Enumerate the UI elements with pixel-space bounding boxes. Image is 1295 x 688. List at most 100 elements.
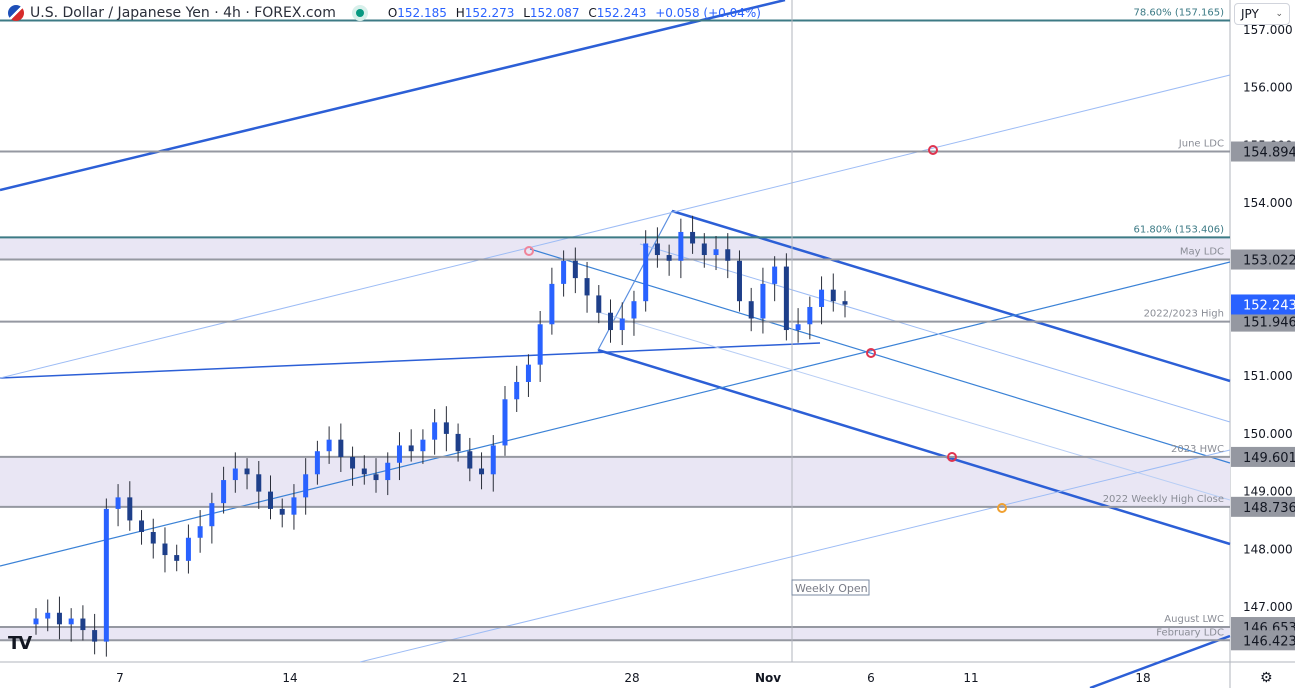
level-label: February LDC	[1156, 627, 1224, 638]
level-price-text: 151.946	[1243, 316, 1295, 331]
level-price-text: 153.022	[1243, 254, 1295, 269]
candle	[455, 433, 461, 452]
candle	[396, 445, 402, 463]
level-price-badge	[1231, 141, 1295, 162]
candle	[373, 474, 379, 481]
level-label: 2022 Weekly High Close	[1103, 494, 1224, 505]
candle	[291, 497, 297, 515]
green-dot-icon	[355, 9, 364, 17]
candle	[103, 508, 109, 642]
candle	[619, 318, 625, 331]
candle	[68, 618, 74, 625]
candle	[361, 468, 367, 475]
time-tick: 7	[116, 671, 124, 685]
pivot-marker-icon	[866, 348, 876, 358]
candle	[303, 474, 309, 498]
price-tick: 148.000	[1243, 542, 1293, 556]
candle	[420, 439, 426, 452]
candle	[443, 422, 449, 434]
last-price-badge	[1231, 294, 1295, 315]
candle	[748, 301, 754, 319]
price-axis[interactable]	[1230, 0, 1295, 688]
level-price-text: 148.736	[1243, 501, 1295, 516]
candle	[150, 531, 156, 544]
candle	[267, 491, 273, 509]
candle	[725, 249, 731, 261]
candle	[819, 289, 825, 307]
candle	[197, 526, 203, 538]
candle	[608, 312, 614, 331]
chevron-down-icon: ⌄	[1275, 9, 1283, 19]
close-value: 152.243	[596, 6, 647, 20]
chart-header: U.S. Dollar / Japanese Yen · 4h · FOREX.…	[0, 0, 761, 26]
open-value: 152.185	[397, 6, 447, 20]
candle	[561, 260, 567, 284]
candle	[80, 618, 86, 631]
level-price-text: 149.601	[1243, 451, 1295, 466]
candle	[33, 618, 39, 625]
level-label: August LWC	[1164, 614, 1224, 625]
tradingview-logo[interactable]: TV	[8, 633, 32, 654]
candle	[584, 278, 590, 296]
candle	[209, 503, 215, 527]
candle	[92, 630, 98, 642]
change-value: +0.058 (+0.04%)	[655, 6, 761, 20]
gear-icon[interactable]: ⚙	[1260, 670, 1273, 686]
candle	[666, 255, 672, 261]
weekly-open-label: Weekly Open	[791, 579, 870, 596]
time-tick: 11	[963, 671, 978, 685]
candle	[490, 445, 496, 475]
high-value: 152.273	[464, 6, 515, 20]
candle	[807, 306, 813, 325]
candle	[654, 243, 660, 256]
pivot-marker-icon	[524, 246, 534, 256]
candle	[678, 231, 684, 261]
candle	[842, 301, 848, 305]
candle	[830, 289, 836, 302]
trendlines	[0, 0, 1231, 688]
currency-selector[interactable]: JPY ⌄	[1234, 3, 1290, 25]
candle	[174, 555, 180, 561]
candle	[760, 283, 766, 319]
level-label: June LDC	[1178, 139, 1224, 150]
price-zone	[0, 456, 1230, 507]
candle	[185, 537, 191, 561]
candle	[221, 480, 227, 504]
candle	[162, 543, 168, 556]
candle	[479, 468, 485, 475]
candle	[514, 381, 520, 400]
candle	[783, 266, 789, 331]
time-tick: 14	[282, 671, 297, 685]
candle	[244, 468, 250, 475]
price-tick: 151.000	[1243, 369, 1293, 383]
candle	[690, 231, 696, 244]
candle	[596, 295, 602, 313]
level-price-badge	[1231, 496, 1295, 517]
candle	[256, 474, 262, 492]
level-price-text: 154.894	[1243, 146, 1295, 161]
candle	[279, 508, 285, 515]
candle	[115, 497, 121, 509]
price-zone	[0, 627, 1230, 641]
candle	[139, 520, 145, 532]
level-label: 78.60% (157.165)	[1134, 7, 1225, 18]
candle	[408, 445, 414, 452]
price-tick: 156.000	[1243, 81, 1293, 95]
level-label: 2023 HWC	[1171, 444, 1224, 455]
level-label: May LDC	[1180, 247, 1224, 258]
level-price-text: 146.423	[1243, 634, 1295, 649]
price-tick: 150.000	[1243, 427, 1293, 441]
candle	[467, 451, 473, 469]
candle	[45, 612, 51, 619]
candle	[56, 612, 62, 625]
candle	[643, 243, 649, 302]
candle	[736, 260, 742, 302]
price-tick: 154.000	[1243, 196, 1293, 210]
price-tick: 147.000	[1243, 600, 1293, 614]
symbol-title[interactable]: U.S. Dollar / Japanese Yen · 4h · FOREX.…	[30, 5, 336, 21]
candles	[33, 215, 848, 657]
usd-jpy-flag-icon	[8, 5, 24, 21]
price-tick: 149.000	[1243, 485, 1293, 499]
level-price-badge	[1231, 446, 1295, 467]
